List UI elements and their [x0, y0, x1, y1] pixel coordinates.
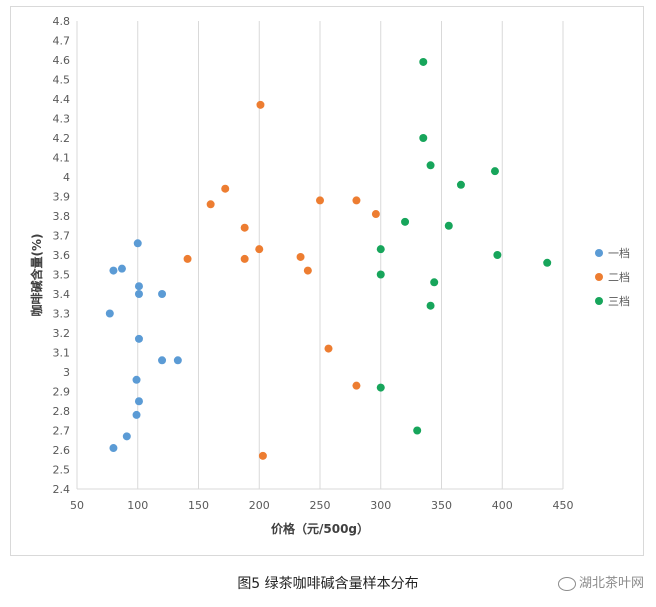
- legend-marker: [595, 273, 603, 281]
- data-point: [134, 282, 143, 291]
- y-tick-label: 4.4: [53, 93, 71, 106]
- scatter-chart: 2.4 2.5 2.6 2.7 2.8 2.9 3 3.1 3.2 3.3 3.4 3.5 3.6 3.7…: [29, 15, 630, 536]
- y-tick-label: 4.1: [53, 152, 71, 165]
- data-point: [316, 196, 324, 205]
- data-point: [256, 100, 265, 109]
- data-point: [413, 426, 422, 435]
- data-point: [493, 251, 502, 259]
- data-point: [221, 184, 230, 193]
- y-tick-label: 2.4: [53, 483, 71, 496]
- wechat-icon: [557, 576, 576, 591]
- data-point: [240, 254, 249, 263]
- data-point: [490, 167, 499, 176]
- legend-marker: [595, 297, 603, 305]
- y-tick-label: 4.6: [53, 54, 71, 67]
- data-point: [296, 252, 305, 261]
- figure-caption: 图5 绿茶咖啡碱含量样本分布: [237, 576, 419, 592]
- watermark-text: 湖北茶叶网: [578, 576, 644, 591]
- y-axis-title: 咖啡碱含量(%): [29, 234, 44, 317]
- data-point: [158, 290, 167, 298]
- data-point: [352, 196, 361, 205]
- data-point: [426, 161, 435, 170]
- data-point: [456, 180, 465, 189]
- data-point: [206, 200, 215, 209]
- data-point: [134, 397, 143, 406]
- data-point: [444, 221, 453, 230]
- y-tick-label: 2.8: [53, 405, 71, 418]
- y-tick-label: 2.5: [53, 464, 71, 477]
- data-point: [376, 383, 385, 392]
- data-point: [173, 356, 182, 365]
- data-point: [134, 290, 143, 298]
- x-axis-title: 价格（元/500g）: [271, 521, 369, 536]
- data-point: [109, 444, 118, 453]
- legend-label: 三档: [608, 294, 630, 308]
- data-point: [255, 245, 264, 254]
- y-tick-label: 4.5: [53, 74, 71, 87]
- y-tick-label: 4.8: [53, 15, 71, 28]
- data-point: [352, 381, 361, 390]
- x-tick-label: 200: [249, 499, 270, 512]
- data-point: [109, 266, 118, 275]
- chart-frame: 2.4 2.5 2.6 2.7 2.8 2.9 3 3.1 3.2 3.3 3.4 3.5 3.6 3.7…: [10, 6, 644, 556]
- data-point: [133, 239, 142, 248]
- data-point: [371, 210, 380, 219]
- watermark: 湖北茶叶网: [557, 572, 644, 591]
- y-tick-label: 4: [63, 171, 70, 184]
- x-tick-label: 150: [188, 499, 209, 512]
- y-tick-label: 3.5: [53, 269, 71, 282]
- x-tick-label: 400: [492, 499, 513, 512]
- data-point: [132, 410, 141, 419]
- data-point: [183, 254, 192, 263]
- data-point: [132, 375, 141, 384]
- data-point: [258, 451, 267, 460]
- data-point: [158, 356, 167, 365]
- y-tick-label: 3.6: [53, 249, 71, 262]
- x-tick-label: 300: [370, 499, 391, 512]
- data-point: [240, 223, 249, 232]
- y-tick-label: 2.7: [53, 425, 71, 438]
- y-tick-label: 3.9: [53, 191, 71, 204]
- data-point: [134, 334, 143, 343]
- y-tick-label: 3.4: [53, 288, 71, 301]
- y-tick-label: 3.1: [53, 347, 71, 360]
- legend-label: 一档: [608, 246, 630, 260]
- data-point: [303, 266, 312, 275]
- data-point: [401, 217, 410, 226]
- y-tick-label: 3.3: [53, 308, 71, 321]
- y-tick-label: 3.7: [53, 230, 71, 243]
- y-tick-label: 3: [63, 366, 70, 379]
- x-tick-label: 350: [431, 499, 452, 512]
- legend-label: 二档: [608, 270, 630, 284]
- data-point: [426, 301, 435, 310]
- x-tick-label: 450: [553, 499, 574, 512]
- y-tick-label: 3.2: [53, 327, 71, 340]
- y-tick-label: 4.2: [53, 132, 71, 145]
- data-point: [543, 258, 552, 267]
- y-tick-label: 4.3: [53, 113, 71, 126]
- data-point: [324, 344, 333, 353]
- y-tick-label: 2.6: [53, 444, 71, 457]
- legend-marker: [595, 249, 603, 257]
- y-tick-label: 2.9: [53, 386, 71, 399]
- x-tick-label: 50: [70, 499, 84, 512]
- data-point: [376, 245, 385, 254]
- data-point: [430, 278, 439, 287]
- data-point: [105, 309, 114, 318]
- data-point: [419, 57, 428, 66]
- data-point: [122, 432, 131, 441]
- x-tick-label: 250: [310, 499, 331, 512]
- x-tick-label: 100: [127, 499, 148, 512]
- y-tick-label: 3.8: [53, 210, 71, 223]
- data-point: [117, 264, 126, 273]
- y-tick-label: 4.7: [53, 35, 71, 48]
- data-point: [419, 134, 428, 142]
- data-point: [376, 270, 385, 279]
